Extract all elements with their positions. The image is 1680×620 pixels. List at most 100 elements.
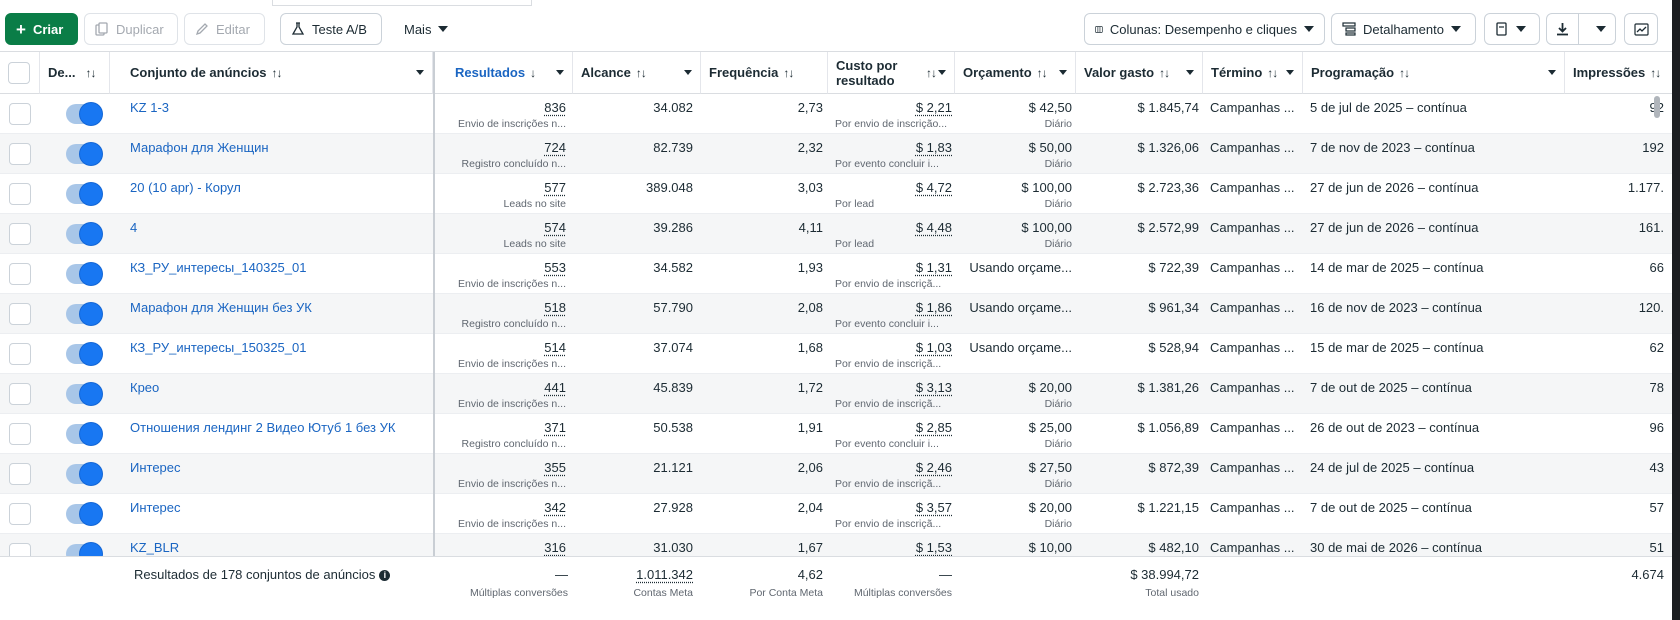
results-value[interactable]: 371	[544, 420, 566, 435]
header-cost-per-result[interactable]: Custo por resultado ↑↓	[828, 52, 955, 94]
row-checkbox[interactable]	[9, 183, 31, 205]
adset-name-link[interactable]: Интерес	[130, 460, 181, 475]
cost-value[interactable]: $ 1,03	[915, 340, 952, 355]
adset-name-link[interactable]: KZ_BLR	[130, 540, 180, 555]
results-value[interactable]: 836	[544, 100, 566, 115]
export-options-toggle[interactable]	[1586, 26, 1615, 32]
header-schedule[interactable]: Programação ↑↓	[1303, 52, 1565, 94]
results-value[interactable]: 577	[544, 180, 566, 195]
header-amount-spent[interactable]: Valor gasto ↑↓	[1076, 52, 1203, 94]
delivery-toggle[interactable]	[66, 303, 102, 325]
table-row[interactable]: 20 (10 apr) - Корул 577 Leads no site 389.0…	[0, 174, 1680, 214]
table-row[interactable]: Интерес 355 Envio de inscrições n... 21.121…	[0, 454, 1680, 494]
results-value[interactable]: 316	[544, 540, 566, 555]
ab-test-button[interactable]: Teste A/B	[280, 13, 382, 45]
delivery-toggle[interactable]	[66, 463, 102, 485]
table-row[interactable]: KZ 1-3 836 Envio de inscrições n... 34.082 2…	[0, 94, 1680, 134]
download-icon[interactable]	[1547, 14, 1580, 44]
delivery-toggle[interactable]	[66, 503, 102, 525]
row-checkbox[interactable]	[9, 143, 31, 165]
delivery-toggle[interactable]	[66, 383, 102, 405]
columns-button[interactable]: Colunas: Desempenho e cliques	[1084, 13, 1325, 45]
adset-name-link[interactable]: KZ 1-3	[130, 100, 170, 115]
table-row[interactable]: КЗ_РУ_интересы_150325_01 514 Envio de insc…	[0, 334, 1680, 374]
row-checkbox[interactable]	[9, 463, 31, 485]
delivery-toggle[interactable]	[66, 343, 102, 365]
header-adset-name[interactable]: Conjunto de anúncios ↑↓	[110, 52, 433, 94]
adset-name-link[interactable]: Марафон для Женщин без УК	[130, 300, 312, 315]
results-value[interactable]: 441	[544, 380, 566, 395]
table-row[interactable]: Отношения лендинг 2 Видео Ютуб 1 без УК 3…	[0, 414, 1680, 454]
chevron-down-icon[interactable]	[684, 70, 692, 75]
breakdown-button[interactable]: Detalhamento	[1331, 13, 1476, 45]
duplicate-button[interactable]: Duplicar	[84, 13, 178, 45]
header-impressions[interactable]: Impressões ↑↓	[1565, 52, 1672, 94]
results-value[interactable]: 342	[544, 500, 566, 515]
adset-name-link[interactable]: КЗ_РУ_интересы_140325_01	[130, 260, 307, 275]
results-value[interactable]: 574	[544, 220, 566, 235]
table-row[interactable]: Крео 441 Envio de inscrições n... 45.839 1,7…	[0, 374, 1680, 414]
table-row[interactable]: КЗ_РУ_интересы_140325_01 553 Envio de insc…	[0, 254, 1680, 294]
edit-button[interactable]: Editar	[184, 13, 265, 45]
chart-button[interactable]	[1624, 13, 1658, 45]
chevron-down-icon[interactable]	[938, 70, 946, 75]
results-value[interactable]: 553	[544, 260, 566, 275]
cost-value[interactable]: $ 3,13	[915, 380, 952, 395]
adset-name-link[interactable]: Интерес	[130, 500, 181, 515]
table-row[interactable]: 4 574 Leads no site 39.286 4,11 $ 4,48 Por lea…	[0, 214, 1680, 254]
adset-name-link[interactable]: Отношения лендинг 2 Видео Ютуб 1 без УК	[130, 420, 396, 435]
cost-value[interactable]: $ 2,46	[915, 460, 952, 475]
delivery-toggle[interactable]	[66, 423, 102, 445]
row-checkbox[interactable]	[9, 503, 31, 525]
adset-name-link[interactable]: Крео	[130, 380, 160, 395]
delivery-toggle[interactable]	[66, 103, 102, 125]
delivery-toggle[interactable]	[66, 183, 102, 205]
chevron-down-icon[interactable]	[1548, 70, 1556, 75]
results-value[interactable]: 518	[544, 300, 566, 315]
results-value[interactable]: 724	[544, 140, 566, 155]
cost-value[interactable]: $ 2,85	[915, 420, 952, 435]
row-checkbox[interactable]	[9, 263, 31, 285]
header-end[interactable]: Término ↑↓	[1203, 52, 1303, 94]
reports-button[interactable]	[1484, 13, 1540, 45]
row-checkbox[interactable]	[9, 103, 31, 125]
table-row[interactable]: Марафон для Женщин 724 Registro concluído …	[0, 134, 1680, 174]
cost-value[interactable]: $ 2,21	[915, 100, 952, 115]
results-value[interactable]: 514	[544, 340, 566, 355]
chevron-down-icon[interactable]	[416, 70, 424, 75]
adset-name-link[interactable]: КЗ_РУ_интересы_150325_01	[130, 340, 307, 355]
chevron-down-icon[interactable]	[556, 70, 564, 75]
delivery-toggle[interactable]	[66, 143, 102, 165]
adset-name-link[interactable]: Марафон для Женщин	[130, 140, 269, 155]
table-row[interactable]: Интерес 342 Envio de inscrições n... 27.928…	[0, 494, 1680, 534]
delivery-toggle[interactable]	[66, 223, 102, 245]
adset-name-link[interactable]: 4	[130, 220, 138, 235]
cost-value[interactable]: $ 3,57	[915, 500, 952, 515]
header-reach[interactable]: Alcance ↑↓	[573, 52, 701, 94]
row-checkbox[interactable]	[9, 383, 31, 405]
cost-value[interactable]: $ 1,53	[915, 540, 952, 555]
frozen-column-divider[interactable]	[433, 52, 435, 620]
more-button[interactable]: Mais	[393, 13, 455, 45]
cost-value[interactable]: $ 1,86	[915, 300, 952, 315]
chevron-down-icon[interactable]	[1186, 70, 1194, 75]
select-all-checkbox[interactable]	[8, 61, 30, 84]
info-icon[interactable]: i	[379, 570, 391, 581]
cost-value[interactable]: $ 1,31	[915, 260, 952, 275]
results-value[interactable]: 355	[544, 460, 566, 475]
adset-name-link[interactable]: 20 (10 apr) - Корул	[130, 180, 241, 195]
header-delivery[interactable]: De... ↑↓	[40, 52, 110, 94]
export-button[interactable]	[1546, 13, 1616, 45]
row-checkbox[interactable]	[9, 303, 31, 325]
cost-value[interactable]: $ 4,72	[915, 180, 952, 195]
header-frequency[interactable]: Frequência ↑↓	[701, 52, 828, 94]
row-checkbox[interactable]	[9, 223, 31, 245]
chevron-down-icon[interactable]	[1059, 70, 1067, 75]
chevron-down-icon[interactable]	[1286, 70, 1294, 75]
header-budget[interactable]: Orçamento ↑↓	[955, 52, 1076, 94]
scrollbar[interactable]	[1654, 96, 1660, 118]
create-button[interactable]: + Criar	[5, 13, 78, 45]
header-results[interactable]: Resultados ↓	[435, 52, 573, 94]
row-checkbox[interactable]	[9, 423, 31, 445]
row-checkbox[interactable]	[9, 343, 31, 365]
